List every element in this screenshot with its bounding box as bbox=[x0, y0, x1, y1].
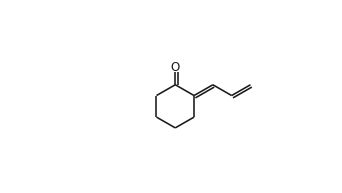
Text: O: O bbox=[171, 61, 180, 74]
